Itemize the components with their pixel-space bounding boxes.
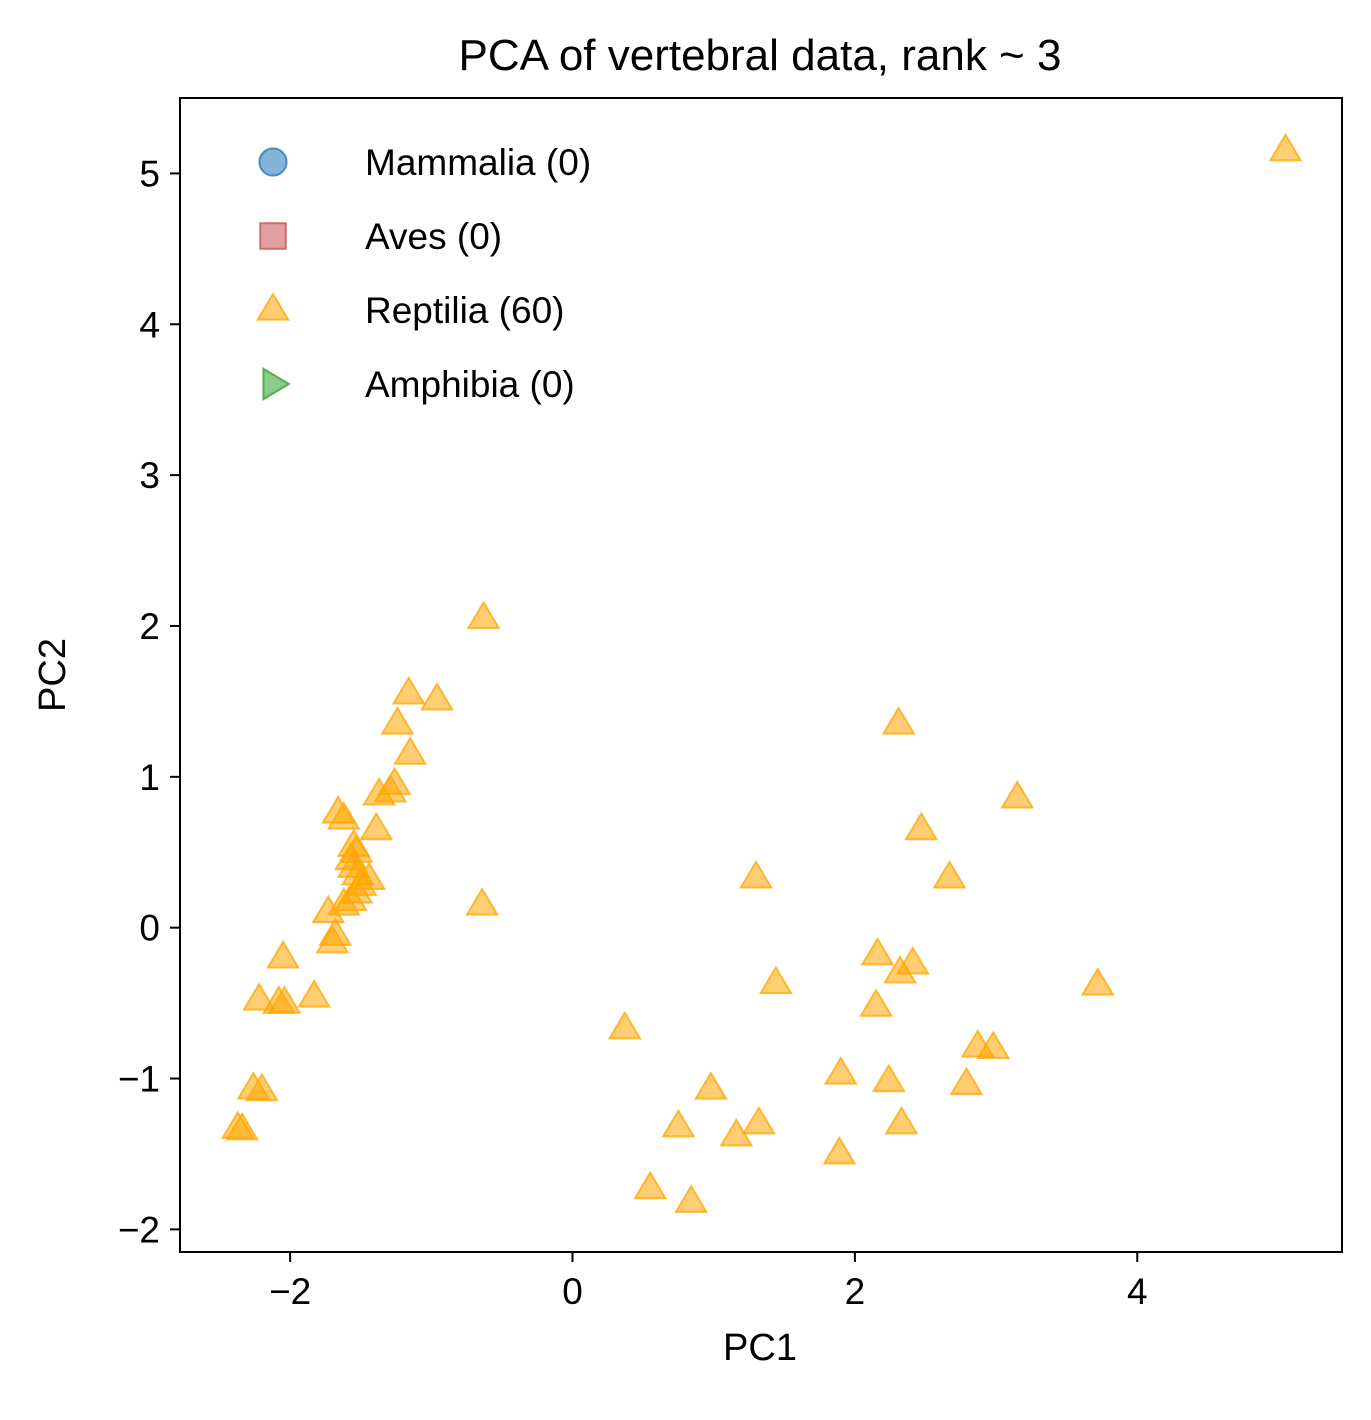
data-point: [693, 1071, 728, 1100]
data-point: [871, 1063, 906, 1093]
data-point: [297, 979, 332, 1008]
data-point: [244, 1072, 279, 1102]
legend-marker: [258, 147, 288, 177]
x-tick-label: 2: [845, 1271, 866, 1312]
data-point: [904, 811, 939, 841]
data-point: [741, 1105, 776, 1135]
plot-area-frame: [179, 97, 1343, 1253]
data-point: [932, 859, 967, 889]
legend-label: Reptilia (60): [365, 290, 564, 331]
data-point: [391, 675, 426, 705]
data-point: [1080, 967, 1115, 996]
data-point: [326, 801, 361, 830]
legend-label: Aves (0): [365, 216, 502, 257]
data-point: [949, 1066, 984, 1096]
data-point: [420, 681, 454, 711]
y-tick-label: 5: [139, 153, 160, 194]
data-point: [883, 954, 918, 984]
data-point: [881, 706, 916, 735]
data-point: [267, 985, 302, 1014]
data-point: [359, 811, 394, 841]
axis-ticks: −2 0 2 4 −2 −1 0 1 2 3 4 5: [118, 153, 1148, 1312]
data-point: [976, 1030, 1011, 1059]
data-point: [739, 859, 774, 889]
data-point: [225, 1111, 260, 1141]
y-tick-label: 0: [139, 908, 160, 949]
data-point: [607, 1010, 642, 1040]
data-point: [823, 1056, 858, 1085]
data-point: [661, 1108, 696, 1138]
y-tick-label: 1: [139, 757, 160, 798]
chart-title: PCA of vertebral data, rank ~ 3: [459, 31, 1062, 80]
legend: Mammalia (0) Aves (0) Reptilia (60) Amphibi…: [256, 142, 591, 405]
data-point: [719, 1117, 754, 1147]
data-point: [465, 887, 500, 916]
y-tick-label: 2: [139, 606, 160, 647]
legend-marker: [256, 292, 290, 321]
legend-label: Amphibia (0): [365, 364, 575, 405]
data-point: [884, 1105, 919, 1135]
data-point: [466, 600, 501, 630]
data-point: [633, 1170, 668, 1200]
x-tick-label: 4: [1127, 1271, 1148, 1312]
data-point: [362, 776, 397, 806]
data-point: [315, 924, 350, 954]
data-point: [311, 894, 346, 924]
x-tick-label: 0: [562, 1271, 583, 1312]
data-point: [674, 1184, 709, 1213]
data-point: [393, 736, 428, 765]
data-point: [1000, 779, 1035, 809]
data-point: [242, 982, 277, 1011]
data-point: [822, 1135, 857, 1165]
data-point: [266, 939, 301, 969]
data-points: [220, 132, 1303, 1213]
y-tick-label: −1: [118, 1059, 160, 1100]
y-tick-label: 3: [139, 455, 160, 496]
data-point: [758, 965, 793, 995]
legend-marker: [259, 222, 287, 250]
legend-marker: [262, 367, 291, 401]
data-point: [859, 988, 894, 1017]
y-axis-label: PC2: [32, 638, 74, 712]
x-axis-label: PC1: [723, 1327, 797, 1369]
data-point: [1268, 132, 1303, 162]
y-tick-label: −2: [118, 1209, 160, 1250]
x-tick-label: −2: [269, 1271, 311, 1312]
legend-label: Mammalia (0): [365, 142, 591, 183]
data-point: [380, 706, 415, 735]
data-point: [860, 936, 895, 966]
y-tick-label: 4: [139, 304, 160, 345]
